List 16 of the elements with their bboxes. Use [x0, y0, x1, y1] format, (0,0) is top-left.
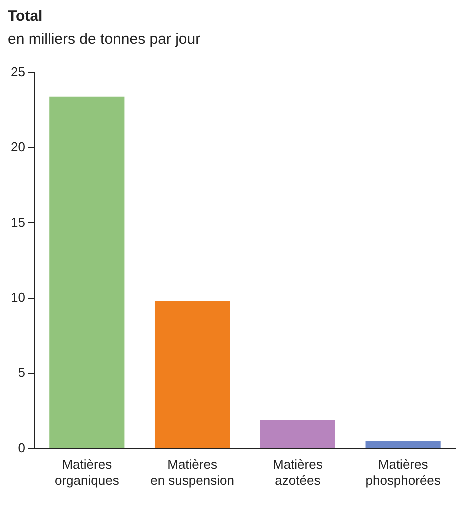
- x-tick-label: Matières organiques: [54, 457, 120, 488]
- y-tick-label: 5: [18, 365, 26, 380]
- chart-subtitle: en milliers de tonnes par jour: [8, 31, 202, 48]
- x-tick-label: Matières azotées: [272, 457, 324, 488]
- chart-title: Total: [8, 8, 44, 25]
- x-tick-label: Matières phosphorées: [366, 457, 442, 488]
- y-tick-label: 10: [10, 290, 26, 305]
- bar: [154, 301, 230, 448]
- bar: [366, 441, 441, 448]
- y-tick-label: 15: [10, 214, 26, 230]
- y-tick-label: 25: [10, 64, 26, 80]
- x-tick-label: Matières en suspension: [150, 457, 234, 488]
- y-tick-label: 20: [10, 140, 26, 155]
- bar: [50, 96, 125, 448]
- bar: [260, 420, 336, 448]
- y-tick-label: 0: [18, 440, 26, 456]
